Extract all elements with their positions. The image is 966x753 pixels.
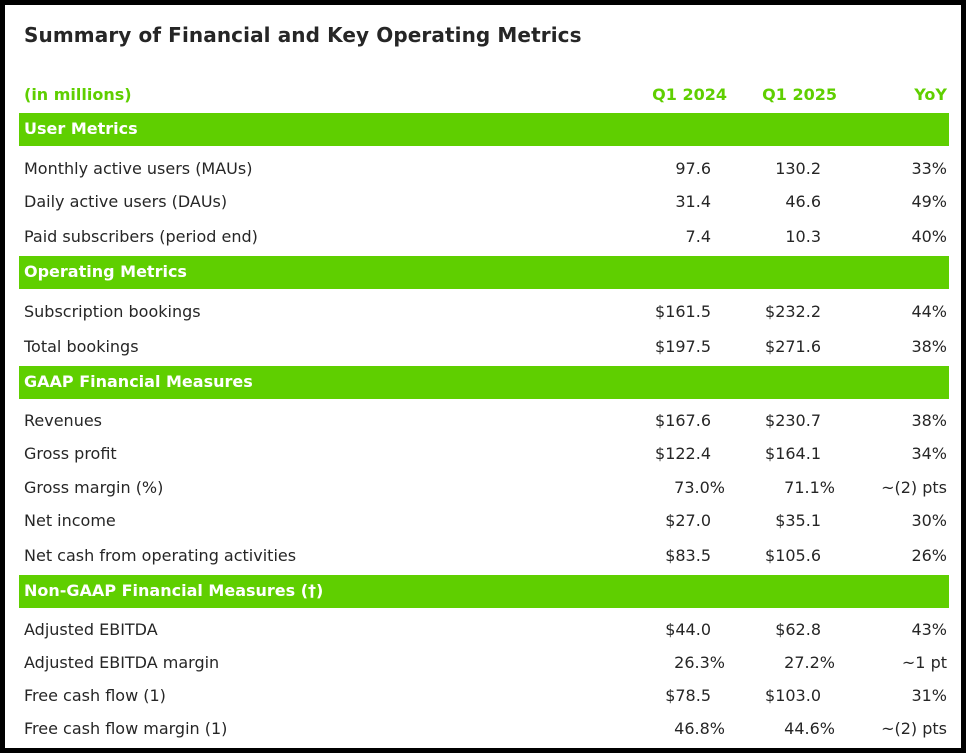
cell-q1-2024: $197.5 bbox=[655, 337, 711, 356]
metrics-summary-table: Summary of Financial and Key Operating M… bbox=[5, 5, 961, 748]
section-title: GAAP Financial Measures bbox=[24, 372, 253, 391]
column-header-q1-2025: Q1 2025 bbox=[762, 85, 837, 104]
row-label: Free cash flow margin (1) bbox=[24, 719, 228, 738]
section-title: User Metrics bbox=[24, 119, 138, 138]
page-title: Summary of Financial and Key Operating M… bbox=[24, 23, 582, 47]
row-label: Free cash flow (1) bbox=[24, 686, 166, 705]
row-label: Paid subscribers (period end) bbox=[24, 227, 258, 246]
cell-q1-2024: $167.6 bbox=[655, 411, 711, 430]
row-label: Gross profit bbox=[24, 444, 117, 463]
cell-q1-2024: $27.0 bbox=[665, 511, 711, 530]
cell-q1-2024: 97.6 bbox=[675, 159, 711, 178]
cell-q1-2025: $105.6 bbox=[765, 546, 821, 565]
cell-yoy: 30% bbox=[911, 511, 947, 530]
section-band-operating-metrics: Operating Metrics bbox=[19, 256, 949, 289]
row-label: Adjusted EBITDA bbox=[24, 620, 158, 639]
cell-q1-2025: $103.0 bbox=[765, 686, 821, 705]
cell-q1-2025: $271.6 bbox=[765, 337, 821, 356]
cell-yoy: 34% bbox=[911, 444, 947, 463]
cell-q1-2025: 130.2 bbox=[775, 159, 821, 178]
section-title: Operating Metrics bbox=[24, 262, 187, 281]
cell-yoy: 44% bbox=[911, 302, 947, 321]
row-label: Subscription bookings bbox=[24, 302, 201, 321]
cell-q1-2025: 10.3 bbox=[785, 227, 821, 246]
cell-q1-2024: 26.3% bbox=[674, 653, 725, 672]
row-label: Adjusted EBITDA margin bbox=[24, 653, 220, 672]
cell-q1-2025: $62.8 bbox=[775, 620, 821, 639]
section-band-user-metrics: User Metrics bbox=[19, 113, 949, 146]
section-title: Non-GAAP Financial Measures (†) bbox=[24, 581, 324, 600]
cell-q1-2024: 46.8% bbox=[674, 719, 725, 738]
cell-yoy: 31% bbox=[911, 686, 947, 705]
row-label: Monthly active users (MAUs) bbox=[24, 159, 253, 178]
cell-q1-2025: 71.1% bbox=[784, 478, 835, 497]
cell-q1-2024: 7.4 bbox=[685, 227, 711, 246]
cell-q1-2025: $35.1 bbox=[775, 511, 821, 530]
row-label: Net cash from operating activities bbox=[24, 546, 297, 565]
cell-q1-2025: $230.7 bbox=[765, 411, 821, 430]
cell-q1-2025: 46.6 bbox=[785, 192, 821, 211]
cell-yoy: 49% bbox=[911, 192, 947, 211]
cell-yoy: 38% bbox=[911, 411, 947, 430]
cell-yoy: 43% bbox=[911, 620, 947, 639]
cell-yoy: ~(2) pts bbox=[881, 719, 947, 738]
unit-label: (in millions) bbox=[24, 85, 132, 104]
cell-yoy: 26% bbox=[911, 546, 947, 565]
row-label: Gross margin (%) bbox=[24, 478, 164, 497]
cell-q1-2025: 44.6% bbox=[784, 719, 835, 738]
cell-q1-2025: $164.1 bbox=[765, 444, 821, 463]
cell-yoy: 40% bbox=[911, 227, 947, 246]
section-band-non-gaap-financial-measures: Non-GAAP Financial Measures (†) bbox=[19, 575, 949, 608]
cell-q1-2024: $122.4 bbox=[655, 444, 711, 463]
cell-q1-2024: 73.0% bbox=[674, 478, 725, 497]
cell-q1-2024: $44.0 bbox=[665, 620, 711, 639]
cell-q1-2025: 27.2% bbox=[784, 653, 835, 672]
row-label: Net income bbox=[24, 511, 116, 530]
cell-yoy: ~1 pt bbox=[901, 653, 947, 672]
column-header-q1-2024: Q1 2024 bbox=[652, 85, 727, 104]
cell-q1-2024: $83.5 bbox=[665, 546, 711, 565]
cell-q1-2025: $232.2 bbox=[765, 302, 821, 321]
row-label: Revenues bbox=[24, 411, 103, 430]
column-header-yoy: YoY bbox=[914, 85, 947, 104]
section-band-gaap-financial-measures: GAAP Financial Measures bbox=[19, 366, 949, 399]
row-label: Total bookings bbox=[24, 337, 139, 356]
row-label: Daily active users (DAUs) bbox=[24, 192, 228, 211]
cell-yoy: ~(2) pts bbox=[881, 478, 947, 497]
cell-q1-2024: 31.4 bbox=[675, 192, 711, 211]
cell-yoy: 38% bbox=[911, 337, 947, 356]
cell-q1-2024: $78.5 bbox=[665, 686, 711, 705]
cell-q1-2024: $161.5 bbox=[655, 302, 711, 321]
cell-yoy: 33% bbox=[911, 159, 947, 178]
